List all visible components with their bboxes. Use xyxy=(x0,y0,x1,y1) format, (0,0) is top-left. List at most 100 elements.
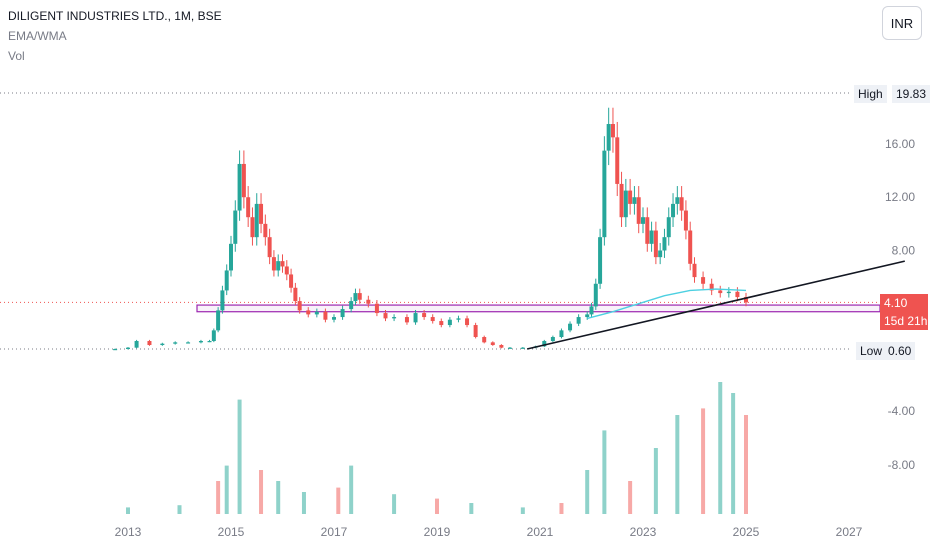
candle-body xyxy=(224,270,229,291)
candle-body xyxy=(658,250,663,258)
candle-body xyxy=(692,263,697,278)
price-axis-tick: 16.00 xyxy=(885,137,915,151)
candle-body xyxy=(628,190,633,204)
symbol-title[interactable]: DILIGENT INDUSTRIES LTD., 1M, BSE xyxy=(8,9,222,23)
candle-body xyxy=(216,310,221,331)
candle-body xyxy=(366,299,371,304)
candle-body xyxy=(641,217,645,224)
volume-bar xyxy=(731,393,736,514)
candle-body xyxy=(701,277,706,284)
candle-body xyxy=(293,287,298,302)
trendline xyxy=(526,260,905,350)
candle-body xyxy=(404,317,409,323)
time-axis-tick: 2013 xyxy=(115,525,142,539)
candle-body xyxy=(473,325,478,338)
candle-body xyxy=(439,321,444,326)
candle-body xyxy=(430,317,435,322)
volume-bar xyxy=(126,507,130,514)
volume-bar xyxy=(744,415,748,514)
candle-body xyxy=(662,237,667,251)
candle-body xyxy=(332,317,336,320)
candle-body xyxy=(284,266,289,275)
candle-body xyxy=(349,301,354,310)
candle-body xyxy=(589,306,594,315)
volume-bar xyxy=(216,481,221,514)
candle-body xyxy=(113,349,118,351)
currency-button[interactable]: INR xyxy=(882,6,922,40)
candle-body xyxy=(392,317,397,319)
time-axis-tick: 2017 xyxy=(321,525,348,539)
candle-body xyxy=(374,303,379,314)
volume-bar xyxy=(276,481,281,514)
candle-body xyxy=(207,341,212,343)
candle-body xyxy=(353,293,358,302)
candle-body xyxy=(198,341,203,343)
volume-bar xyxy=(259,470,264,514)
volume-axis-tick: -4.00 xyxy=(888,404,916,418)
volume-axis-tick: -8.00 xyxy=(888,458,916,472)
candle-body xyxy=(499,345,504,348)
volume-bar xyxy=(653,448,658,514)
time-axis-tick: 2027 xyxy=(836,525,863,539)
time-axis-tick: 2015 xyxy=(218,525,245,539)
candle-body xyxy=(671,203,676,218)
volume-bar xyxy=(675,415,680,514)
last-price-label: 4.10 xyxy=(880,294,928,312)
candle-body xyxy=(490,342,495,346)
indicator-ema-wma[interactable]: EMA/WMA xyxy=(8,29,67,43)
candle-body xyxy=(383,313,388,319)
candle-body xyxy=(709,283,714,291)
candle-body xyxy=(606,124,611,151)
candle-body xyxy=(550,337,555,342)
candle-body xyxy=(679,197,684,211)
time-axis-tick: 2021 xyxy=(527,525,554,539)
candle-body xyxy=(507,347,512,349)
candle-body xyxy=(735,291,740,298)
time-axis-tick: 2019 xyxy=(424,525,451,539)
candle-body xyxy=(280,261,285,267)
volume-bar xyxy=(718,382,723,514)
high-value: 19.83 xyxy=(892,85,931,103)
volume-bar xyxy=(392,494,397,514)
volume-bar xyxy=(177,505,182,514)
candle-body xyxy=(147,341,152,346)
price-axis-tick: 12.00 xyxy=(885,190,915,204)
candle-body xyxy=(568,323,573,331)
candle-body xyxy=(683,210,688,231)
candle-body xyxy=(619,183,624,218)
candle-body xyxy=(653,230,658,258)
candle-body xyxy=(186,342,191,344)
candle-body xyxy=(542,341,547,347)
candle-body xyxy=(726,291,731,294)
candle-body xyxy=(593,283,598,307)
candle-body xyxy=(314,311,319,315)
candle-body xyxy=(602,150,607,238)
candle-body xyxy=(237,163,242,211)
candle-body xyxy=(413,313,418,323)
candle-body xyxy=(559,330,564,338)
volume-bar xyxy=(301,492,306,514)
candle-body xyxy=(718,290,723,294)
candle-body xyxy=(323,311,328,320)
chart-legend: DILIGENT INDUSTRIES LTD., 1M, BSE EMA/WM… xyxy=(8,6,222,66)
candle-body xyxy=(632,197,637,204)
low-label: Low xyxy=(856,342,887,360)
candle-body xyxy=(447,319,452,326)
candle-body xyxy=(271,257,276,271)
candle-body xyxy=(276,261,281,271)
volume-bar xyxy=(585,470,590,514)
candle-body xyxy=(688,230,693,264)
volume-bar xyxy=(602,430,607,514)
candle-body xyxy=(220,290,225,311)
candle-body xyxy=(585,314,590,318)
volume-bar xyxy=(469,503,474,514)
volume-bar xyxy=(237,399,242,514)
indicator-volume[interactable]: Vol xyxy=(8,49,25,63)
candle-body xyxy=(259,203,264,224)
candle-body xyxy=(267,237,272,258)
candle-body xyxy=(636,197,641,224)
candle-body xyxy=(241,163,246,198)
candle-body xyxy=(482,337,487,343)
